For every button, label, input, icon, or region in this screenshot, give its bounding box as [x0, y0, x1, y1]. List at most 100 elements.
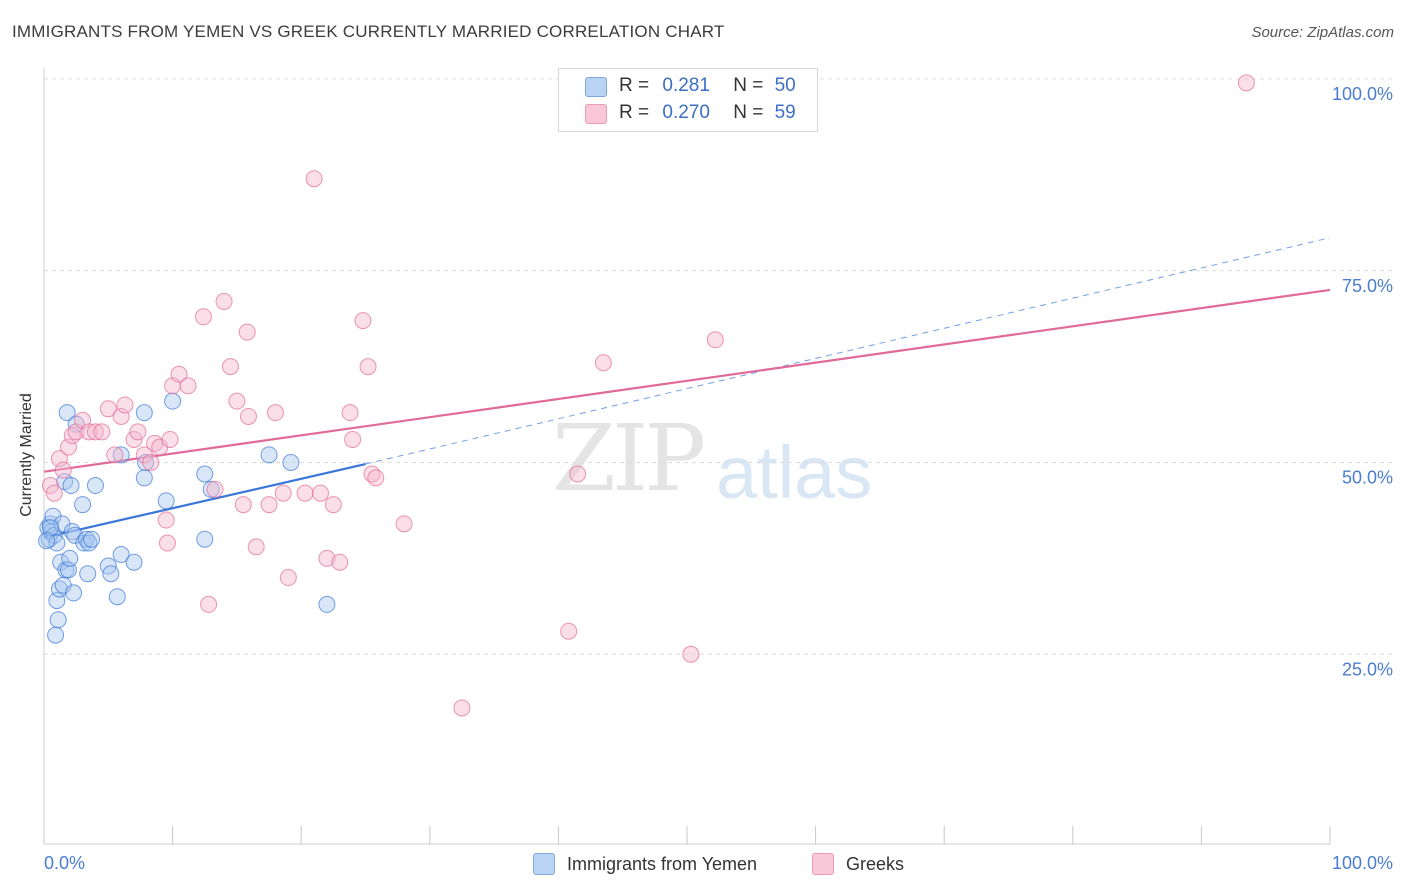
point-greeks: [569, 465, 587, 483]
legend-label-greeks: Greeks: [846, 853, 905, 874]
watermark-atlas: atlas: [716, 431, 873, 514]
point-greeks: [266, 404, 284, 422]
point-yemen: [79, 565, 97, 583]
point-greeks: [54, 461, 72, 479]
point-greeks: [706, 331, 724, 349]
point-greeks: [359, 358, 377, 376]
trend-lines: [43, 237, 1331, 539]
point-greeks: [93, 423, 111, 441]
point-yemen: [41, 519, 59, 537]
point-yemen: [196, 530, 214, 548]
point-yemen: [61, 549, 79, 567]
y-tick-label: 75.0%: [1342, 276, 1393, 296]
point-greeks: [200, 595, 218, 613]
point-yemen: [135, 469, 153, 487]
point-yemen: [47, 626, 65, 644]
gridlines: [44, 78, 1392, 655]
point-greeks: [158, 534, 176, 552]
point-greeks: [142, 454, 160, 471]
data-points: [38, 74, 1255, 717]
point-greeks: [238, 323, 256, 341]
legend-r-value: 0.281: [662, 75, 710, 96]
point-greeks: [453, 699, 471, 717]
legend-r-label: R =: [619, 102, 650, 123]
point-greeks: [341, 404, 359, 422]
point-greeks: [594, 354, 612, 372]
legend-n-label: N =: [733, 75, 764, 96]
point-yemen: [135, 404, 153, 422]
point-greeks: [157, 511, 175, 529]
legend-n-value: 59: [774, 102, 796, 123]
point-greeks: [318, 549, 336, 567]
point-yemen: [74, 496, 92, 514]
source-label: Source: ZipAtlas.com: [1251, 24, 1394, 41]
point-greeks: [324, 496, 342, 514]
point-greeks: [239, 407, 257, 425]
point-greeks: [179, 377, 197, 395]
point-yemen: [318, 595, 336, 613]
point-yemen: [38, 532, 56, 550]
point-yemen: [49, 611, 67, 629]
point-greeks: [206, 480, 224, 498]
point-yemen: [58, 404, 76, 422]
point-greeks: [228, 392, 246, 410]
point-yemen: [48, 534, 66, 552]
watermark-zip: ZIP: [552, 405, 706, 512]
legend-item-greeks: Greeks: [812, 852, 904, 876]
legend-r-value: 0.270: [662, 102, 710, 123]
point-greeks: [41, 477, 59, 495]
point-yemen: [108, 588, 126, 606]
legend-swatch-blue: [585, 77, 607, 97]
point-greeks: [274, 484, 292, 502]
point-yemen: [282, 454, 300, 471]
point-yemen: [202, 480, 220, 498]
point-greeks: [86, 423, 104, 441]
point-yemen: [62, 477, 80, 495]
point-greeks: [367, 469, 385, 487]
x-tick-label-max: 100.0%: [1332, 853, 1393, 873]
legend-swatch-pink: [585, 104, 607, 124]
point-greeks: [560, 622, 578, 640]
point-greeks: [247, 538, 265, 556]
point-greeks: [260, 496, 278, 514]
legend-r-label: R =: [619, 75, 650, 96]
y-tick-label: 25.0%: [1342, 659, 1393, 679]
point-yemen: [102, 565, 120, 583]
x-tick-label-min: 0.0%: [44, 853, 85, 873]
point-yemen: [125, 553, 143, 571]
legend-swatch-blue: [533, 853, 555, 875]
point-yemen: [112, 546, 130, 564]
point-yemen: [112, 446, 130, 464]
point-greeks: [296, 484, 314, 502]
point-greeks: [279, 569, 297, 587]
legend-n-value: 50: [774, 75, 796, 96]
point-greeks: [354, 312, 372, 330]
tick-labels: 25.0% 50.0% 75.0% 100.0% 0.0% 100.0%: [44, 84, 1393, 873]
point-greeks: [682, 645, 700, 663]
trend-line-yemen-extended: [365, 237, 1331, 465]
point-greeks: [305, 170, 323, 188]
point-greeks: [194, 308, 212, 326]
legend-swatch-pink: [812, 853, 834, 875]
point-greeks: [395, 515, 413, 533]
point-yemen: [157, 492, 175, 510]
point-greeks: [161, 430, 179, 448]
correlation-legend: R = 0.281 N = 50 R = 0.270 N = 59: [558, 68, 818, 132]
point-yemen: [65, 584, 83, 602]
point-yemen: [86, 477, 104, 495]
point-greeks: [125, 430, 143, 448]
point-greeks: [99, 400, 117, 418]
trend-line-yemen: [43, 462, 366, 539]
point-yemen: [83, 530, 101, 548]
point-greeks: [311, 484, 329, 502]
point-greeks: [331, 553, 349, 571]
legend-label-yemen: Immigrants from Yemen: [567, 853, 758, 874]
chart-title: IMMIGRANTS FROM YEMEN VS GREEK CURRENTLY…: [12, 22, 725, 41]
trend-line-greeks: [43, 288, 1331, 473]
y-tick-label: 50.0%: [1342, 468, 1393, 488]
legend-n-label: N =: [733, 102, 764, 123]
point-greeks: [1237, 74, 1255, 92]
point-greeks: [129, 423, 147, 441]
point-greeks: [80, 423, 98, 441]
